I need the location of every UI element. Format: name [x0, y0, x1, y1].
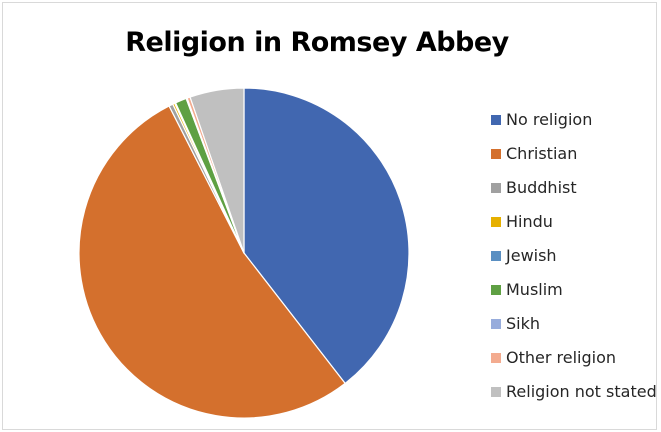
legend-swatch — [491, 319, 501, 329]
legend-swatch — [491, 115, 501, 125]
legend-swatch — [491, 251, 501, 261]
legend-item-other-religion: Other religion — [491, 347, 657, 381]
pie-slice-no-religion — [243, 87, 410, 385]
legend-item-religion-not-stated: Religion not stated — [491, 381, 657, 415]
legend-label: Jewish — [506, 246, 557, 265]
legend-item-no-religion: No religion — [491, 109, 657, 143]
legend-label: Other religion — [506, 348, 617, 367]
legend-label: Muslim — [506, 280, 563, 299]
legend-item-christian: Christian — [491, 143, 657, 177]
chart-legend: No religion Christian Buddhist Hindu Jewish M… — [491, 109, 657, 415]
pie-slice-religion-not-stated — [189, 87, 245, 254]
legend-item-jewish: Jewish — [491, 245, 657, 279]
legend-item-sikh: Sikh — [491, 313, 657, 347]
legend-label: Sikh — [506, 314, 541, 333]
legend-swatch — [491, 149, 501, 159]
legend-swatch — [491, 353, 501, 363]
legend-swatch — [491, 183, 501, 193]
pie-slice-christian — [78, 105, 346, 419]
legend-swatch — [491, 285, 501, 295]
legend-label: Religion not stated — [506, 382, 657, 401]
legend-label: Christian — [506, 144, 578, 163]
legend-swatch — [491, 387, 501, 397]
legend-label: Buddhist — [506, 178, 577, 197]
legend-label: No religion — [506, 110, 593, 129]
legend-label: Hindu — [506, 212, 553, 231]
legend-item-hindu: Hindu — [491, 211, 657, 245]
legend-swatch — [491, 217, 501, 227]
legend-item-buddhist: Buddhist — [491, 177, 657, 211]
legend-item-muslim: Muslim — [491, 279, 657, 313]
pie-chart — [78, 87, 410, 419]
chart-title: Religion in Romsey Abbey — [125, 27, 509, 58]
